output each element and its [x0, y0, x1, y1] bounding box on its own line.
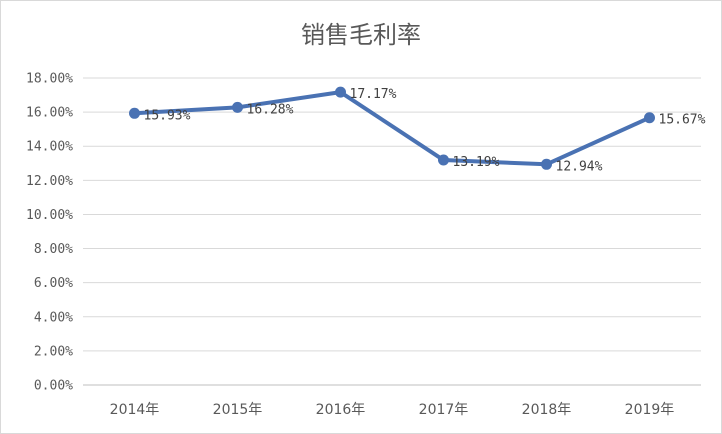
data-label: 13.19% — [453, 155, 500, 170]
x-tick-label: 2019年 — [625, 402, 675, 418]
x-tick-label: 2018年 — [522, 402, 572, 418]
data-point — [438, 154, 449, 166]
y-tick-label: 4.00% — [34, 310, 73, 325]
series-line — [132, 90, 652, 167]
y-tick-label: 18.00% — [26, 72, 73, 87]
y-tick-label: 2.00% — [34, 344, 73, 359]
y-tick-label: 16.00% — [26, 106, 73, 121]
chart-title: 销售毛利率 — [301, 21, 421, 49]
x-tick-label: 2017年 — [419, 402, 469, 418]
data-point — [232, 101, 243, 113]
data-label: 12.94% — [556, 159, 603, 174]
data-point — [541, 158, 552, 170]
y-tick-label: 12.00% — [26, 174, 73, 189]
data-label: 16.28% — [247, 102, 294, 117]
y-tick-label: 8.00% — [34, 242, 73, 257]
y-tick-label: 10.00% — [26, 208, 73, 223]
y-tick-label: 14.00% — [26, 140, 73, 155]
x-tick-label: 2016年 — [316, 402, 366, 418]
data-label: 17.17% — [350, 87, 397, 102]
data-point — [335, 86, 346, 98]
data-point — [129, 107, 140, 119]
y-tick-label: 0.00% — [34, 379, 73, 394]
data-label: 15.67% — [659, 113, 706, 128]
x-tick-label: 2015年 — [213, 402, 263, 418]
x-tick-label: 2014年 — [110, 402, 160, 418]
data-point — [644, 112, 655, 124]
y-tick-label: 6.00% — [34, 276, 73, 291]
data-label: 15.93% — [144, 108, 191, 123]
